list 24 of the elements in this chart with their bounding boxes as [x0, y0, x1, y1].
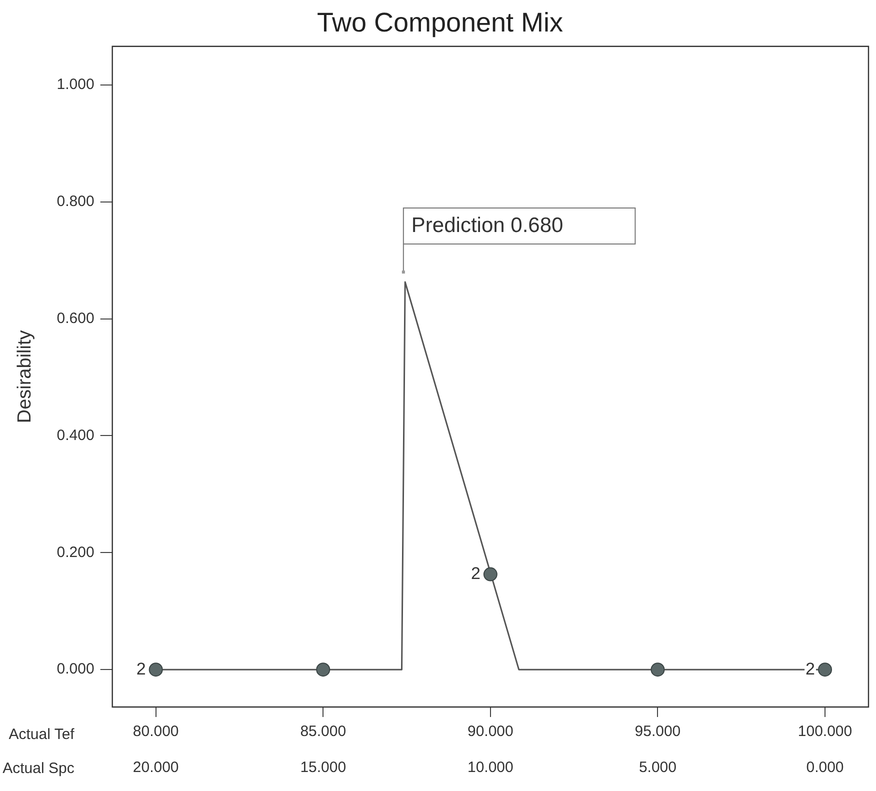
x2-tick-label: 20.000 — [132, 759, 179, 776]
annotation: 2 — [806, 659, 816, 678]
x2-tick-label: 15.000 — [300, 759, 346, 776]
y-tick-label: 1.000 — [56, 76, 94, 94]
x-tick-label: 100.000 — [798, 723, 852, 740]
annotation: 2 — [136, 659, 146, 678]
x-tick-label: 85.000 — [300, 723, 346, 740]
x-axis-title: Actual Tef — [8, 726, 76, 744]
x-tick-label: 90.000 — [467, 723, 514, 740]
y-tick-label: 0.200 — [56, 544, 94, 561]
chart-title: Two Component Mix — [316, 8, 564, 38]
annotation: Prediction 0.680 — [411, 214, 564, 237]
x2-tick-label: 5.000 — [638, 759, 676, 776]
x-tick-label: 80.000 — [132, 723, 179, 740]
y-tick-label: 0.400 — [56, 426, 94, 444]
y-tick-label: 0.800 — [56, 193, 94, 210]
y-axis-title: Desirability — [14, 330, 36, 424]
x2-tick-label: 0.000 — [806, 759, 844, 776]
x2-axis-title: Actual Spc — [2, 760, 75, 778]
annotation: 2 — [470, 564, 480, 583]
x2-tick-label: 10.000 — [467, 759, 514, 776]
x-tick-label: 95.000 — [634, 723, 681, 740]
y-tick-label: 0.600 — [56, 310, 94, 327]
y-tick-label: 0.000 — [56, 660, 94, 678]
